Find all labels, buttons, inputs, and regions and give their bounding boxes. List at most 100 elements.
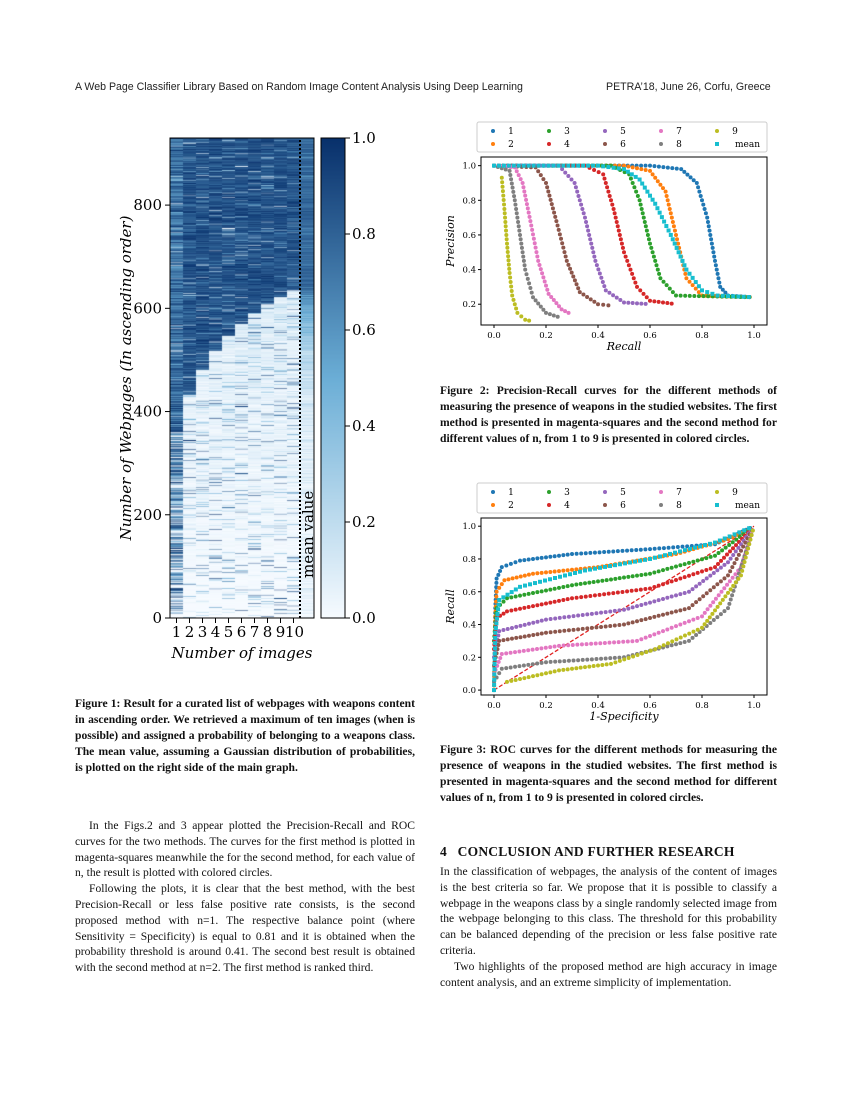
data-point: [633, 174, 638, 179]
figure-3-chart: 0.0 0.2 0.4 0.6 0.8 1.0 0.0 0.2 0.4 0.6 0.8 1.0 1-Sp…: [444, 482, 768, 723]
legend-marker: [715, 503, 719, 507]
data-point: [514, 211, 519, 216]
data-point: [499, 565, 504, 570]
data-point: [518, 574, 523, 579]
data-point: [555, 223, 560, 228]
data-point: [539, 589, 544, 594]
data-point: [574, 567, 579, 572]
data-point: [499, 175, 504, 180]
data-point: [728, 569, 733, 574]
data-point: [715, 568, 720, 573]
data-point: [579, 202, 584, 207]
data-point: [621, 639, 626, 644]
data-point: [731, 553, 736, 558]
data-point: [676, 241, 681, 246]
data-point: [617, 658, 622, 663]
data-point: [526, 675, 531, 680]
data-point: [643, 557, 647, 562]
data-point: [518, 232, 522, 237]
data-point: [691, 559, 696, 564]
series-8: [492, 528, 755, 684]
data-point: [617, 608, 622, 613]
data-point: [601, 172, 606, 177]
data-point: [701, 294, 706, 299]
data-point: [602, 592, 607, 597]
data-point: [531, 232, 535, 237]
data-point: [592, 167, 597, 172]
data-point: [549, 202, 554, 207]
data-point: [507, 168, 512, 173]
data-point: [588, 567, 592, 572]
data-point: [650, 250, 655, 255]
data-point: [680, 258, 685, 263]
paragraph: Two highlights of the proposed method ar…: [440, 959, 777, 989]
data-point: [607, 640, 612, 645]
data-point: [580, 612, 585, 617]
figure-2-chart: 0.0 0.2 0.4 0.6 0.8 1.0 0.2 0.4 0.6 0.8 1.0 Recall P…: [444, 121, 768, 353]
data-point: [725, 582, 730, 587]
data-point: [700, 288, 704, 293]
data-point: [682, 640, 687, 645]
data-point: [623, 561, 627, 566]
data-point: [642, 185, 647, 190]
data-point: [665, 644, 670, 649]
data-point: [726, 590, 730, 595]
data-point: [639, 602, 644, 607]
data-point: [552, 669, 557, 674]
data-point: [678, 622, 683, 627]
data-point: [565, 552, 570, 557]
legend-marker: [603, 129, 607, 133]
data-point: [501, 638, 506, 643]
data-point: [535, 603, 540, 608]
data-point: [509, 590, 514, 595]
data-point: [701, 579, 706, 584]
data-point: [695, 558, 700, 563]
data-point: [528, 286, 533, 291]
data-point: [556, 227, 561, 232]
data-point: [538, 173, 543, 178]
data-point: [522, 558, 527, 563]
data-point: [580, 626, 585, 631]
data-point: [552, 644, 557, 649]
x-tick-label: 9: [276, 623, 286, 641]
data-point: [748, 537, 753, 542]
data-point: [551, 298, 556, 303]
data-point: [503, 224, 508, 229]
data-point: [675, 545, 680, 550]
data-point: [730, 593, 735, 598]
data-point: [513, 677, 518, 682]
data-point: [639, 637, 644, 642]
data-point: [661, 568, 665, 573]
data-point: [519, 241, 524, 246]
data-point: [526, 605, 531, 610]
data-point: [492, 656, 497, 661]
data-point: [602, 176, 607, 181]
data-point: [578, 569, 582, 574]
data-point: [557, 585, 561, 590]
data-point: [664, 193, 669, 198]
data-point: [499, 652, 504, 657]
data-point: [687, 573, 691, 578]
data-point: [663, 553, 667, 558]
y-tick-label: 1.0: [462, 162, 476, 172]
data-point: [572, 180, 577, 185]
data-point: [590, 245, 595, 250]
data-point: [587, 664, 592, 669]
data-point: [544, 617, 548, 622]
data-point: [659, 215, 664, 220]
x-tick-label: 0.8: [695, 701, 709, 711]
data-point: [596, 267, 601, 272]
y-tick-label: 200: [133, 506, 162, 524]
data-point: [622, 622, 626, 627]
data-point: [566, 310, 571, 315]
data-point: [606, 549, 611, 554]
data-point: [513, 664, 518, 669]
data-point: [535, 661, 540, 666]
data-point: [596, 170, 601, 175]
data-point: [653, 258, 658, 263]
data-point: [682, 620, 687, 625]
data-point: [637, 198, 642, 203]
data-point: [747, 542, 752, 547]
data-point: [501, 599, 506, 604]
legend-marker: [491, 503, 495, 507]
